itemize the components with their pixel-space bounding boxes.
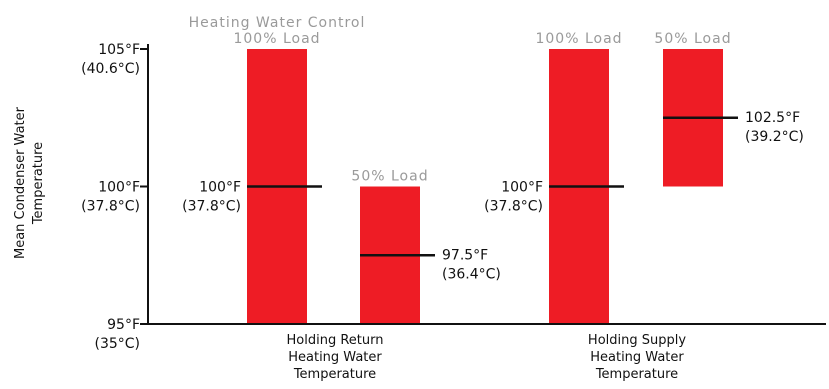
bars-layer bbox=[247, 49, 738, 324]
group-label-line: Heating Water bbox=[288, 350, 382, 365]
load-label: 50% Load bbox=[654, 31, 731, 47]
mean-label-c: (36.4°C) bbox=[442, 266, 501, 282]
mean-label-c: (37.8°C) bbox=[182, 199, 241, 215]
axes-layer bbox=[140, 44, 826, 325]
mean-label-f: 102.5°F bbox=[745, 110, 800, 126]
group-label-line: Heating Water bbox=[590, 350, 684, 365]
group-label-line: Temperature bbox=[595, 367, 678, 382]
group-label-line: Temperature bbox=[293, 367, 376, 382]
group-label-line: Holding Return bbox=[287, 333, 384, 348]
y-axis-label-line: Temperature bbox=[31, 142, 46, 225]
y-tick-label-f: 100°F bbox=[98, 180, 140, 196]
y-tick-label-c: (37.8°C) bbox=[81, 199, 140, 215]
y-tick-label-f: 105°F bbox=[98, 42, 140, 58]
mean-label-f: 100°F bbox=[199, 180, 241, 196]
top-note-label: Heating Water Control bbox=[189, 15, 366, 31]
group-label-line: Holding Supply bbox=[588, 333, 686, 348]
load-label: 100% Load bbox=[535, 31, 622, 47]
mean-label-f: 100°F bbox=[501, 180, 543, 196]
y-axis-label: Mean Condenser Water Temperature bbox=[13, 106, 46, 259]
mean-label-c: (39.2°C) bbox=[745, 129, 804, 145]
load-label: 100% Load bbox=[233, 31, 320, 47]
mean-label-c: (37.8°C) bbox=[484, 199, 543, 215]
load-label: 50% Load bbox=[351, 169, 428, 185]
y-tick-label-c: (35°C) bbox=[94, 336, 140, 352]
y-axis-label-line: Mean Condenser Water bbox=[13, 106, 28, 259]
mean-label-f: 97.5°F bbox=[442, 247, 488, 263]
y-tick-label-f: 95°F bbox=[107, 317, 140, 333]
y-tick-label-c: (40.6°C) bbox=[81, 61, 140, 77]
